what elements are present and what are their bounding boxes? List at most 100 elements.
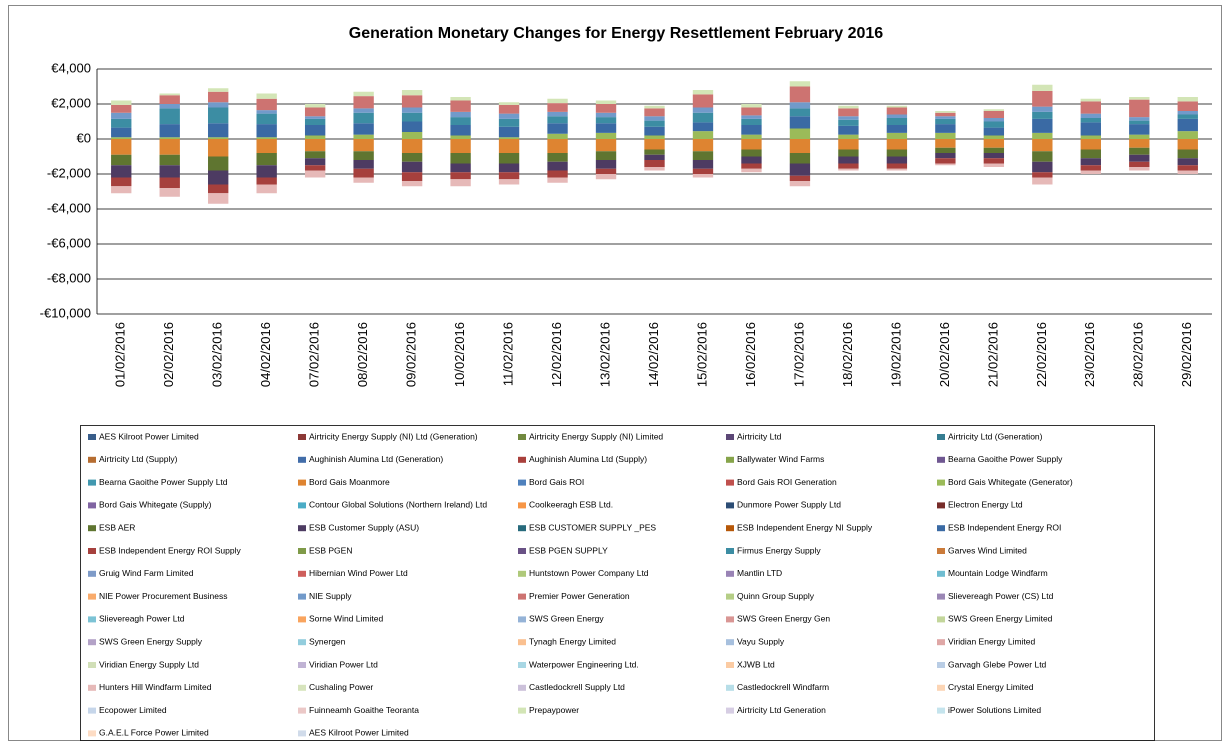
bar-segment (1129, 167, 1150, 171)
bar-segment (1032, 118, 1053, 133)
bar-segment (111, 112, 132, 119)
bar-segment (741, 163, 762, 169)
legend-swatch (518, 593, 526, 600)
legend-swatch (298, 662, 306, 668)
x-tick-label: 23/02/2016 (1082, 322, 1097, 387)
legend-label: Electron Energy Ltd (948, 500, 1023, 510)
bar-segment (1080, 118, 1101, 123)
x-tick-label: 08/02/2016 (355, 322, 370, 387)
bar-segment (886, 156, 908, 164)
bar-segment (595, 132, 617, 139)
bar-segment (692, 131, 714, 139)
legend-label: Bord Gais Whitegate (Supply) (99, 500, 212, 510)
x-tick-label: 20/02/2016 (937, 322, 952, 387)
bar-segment (741, 115, 762, 119)
legend-swatch (518, 502, 526, 509)
bar-segment (353, 112, 374, 124)
bar-segment (886, 168, 908, 171)
bar-segment (692, 168, 714, 174)
bar-segment (159, 177, 180, 188)
bar-segment (208, 139, 229, 157)
bar-segment (450, 125, 471, 136)
bar-segment (595, 160, 617, 169)
legend-label: iPower Solutions Limited (948, 705, 1041, 715)
bar-segment (450, 153, 471, 164)
bar-segment (1129, 97, 1150, 100)
bar-segment (1129, 154, 1150, 162)
bar-segment (498, 139, 520, 153)
legend-swatch (726, 639, 734, 646)
bar-segment (304, 135, 326, 139)
bar-segment (304, 125, 326, 136)
bar-segment (1177, 158, 1198, 166)
legend-swatch (518, 662, 526, 668)
bar-segment (159, 165, 180, 178)
bar-segment (789, 163, 811, 176)
bar-segment (692, 112, 714, 123)
bar-segment (547, 123, 568, 134)
bar-segment (111, 165, 132, 178)
bar-segment (353, 123, 374, 135)
x-tick-label: 16/02/2016 (743, 322, 758, 387)
legend-swatch (88, 434, 96, 440)
bar-segment (838, 116, 859, 120)
legend-swatch (726, 662, 734, 668)
bar-segment (983, 118, 1005, 122)
bar-segment (595, 104, 617, 113)
bar-segment (789, 175, 811, 181)
legend-swatch (88, 502, 96, 509)
bar-segment (935, 111, 956, 113)
bar-segment (111, 186, 132, 194)
bar-segment (256, 177, 277, 185)
x-tick-label: 21/02/2016 (985, 322, 1000, 387)
bar-segment (983, 111, 1005, 118)
bar-segment (1080, 158, 1101, 166)
x-tick-label: 11/02/2016 (501, 322, 516, 386)
bar-segment (595, 151, 617, 160)
bar-segment (1129, 124, 1150, 135)
bar-segment (498, 137, 520, 139)
bar-segment (741, 104, 762, 108)
legend-label: Aughinish Alumina Ltd (Supply) (529, 454, 647, 464)
bar-segment (838, 108, 859, 117)
bar-segment (1080, 139, 1101, 150)
bar-segment (450, 117, 471, 125)
legend-label: Viridian Energy Supply Ltd (99, 659, 199, 669)
legend-swatch (298, 684, 306, 691)
bar-segment (1129, 120, 1150, 125)
legend-swatch (298, 479, 306, 486)
bar-segment (1129, 139, 1150, 148)
bar-segment (159, 154, 180, 166)
bar-segment (1129, 99, 1150, 118)
bar-segment (256, 98, 277, 111)
bar-segment (886, 163, 908, 169)
bar-segment (838, 168, 859, 171)
x-tick-label: 01/02/2016 (113, 322, 128, 387)
x-tick-label: 18/02/2016 (840, 322, 855, 387)
bar-segment (353, 108, 374, 113)
legend-label: Huntstown Power Company Ltd (529, 568, 649, 578)
legend-swatch (88, 684, 96, 691)
x-tick-label: 19/02/2016 (888, 322, 903, 387)
legend-label: Bearna Gaoithe Power Supply Ltd (99, 477, 228, 487)
bar-segment (498, 179, 520, 185)
bar-segment (838, 125, 859, 135)
bar-segment (401, 112, 423, 122)
x-tick-label: 12/02/2016 (549, 322, 564, 387)
x-tick-label: 22/02/2016 (1034, 322, 1049, 387)
bar-segment (159, 95, 180, 104)
bar-segment (935, 116, 956, 119)
bar-segment (547, 111, 568, 117)
legend-label: Dunmore Power Supply Ltd (737, 500, 841, 510)
legend-swatch (88, 548, 96, 554)
bar-segment (595, 112, 617, 118)
legend-label: Bord Gais Moanmore (309, 477, 390, 487)
bar-segment (547, 133, 568, 139)
legend-label: ESB Independent Energy ROI (948, 522, 1061, 532)
x-tick-label: 07/02/2016 (307, 322, 322, 387)
bar-segment (789, 139, 811, 153)
bar-segment (304, 107, 326, 117)
bar-segment (304, 151, 326, 159)
legend-swatch (88, 616, 96, 623)
bar-segment (159, 108, 180, 125)
